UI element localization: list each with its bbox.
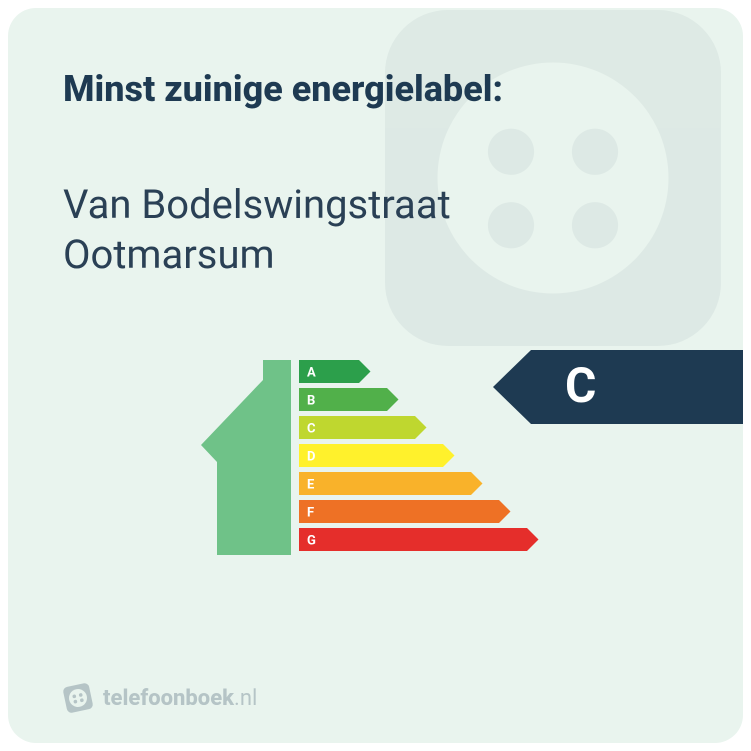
energy-chart: ABCDEFG C	[63, 350, 688, 600]
footer-brand: telefoonboek.nl	[63, 683, 257, 713]
energy-bar-g	[299, 528, 539, 551]
energy-label-card: Minst zuinige energielabel: Van Bodelswi…	[8, 8, 743, 743]
energy-bar-label-a: A	[307, 366, 316, 381]
rating-letter: C	[565, 357, 596, 414]
energy-bar-c	[299, 416, 427, 439]
footer-text: telefoonboek.nl	[103, 686, 257, 711]
energy-bar-label-c: C	[307, 422, 316, 437]
card-subtitle: Van Bodelswingstraat Ootmarsum	[63, 180, 688, 280]
rating-badge: C	[493, 350, 743, 428]
house-icon	[201, 360, 291, 555]
footer-brand-light: .nl	[234, 686, 257, 711]
footer-brand-bold: telefoonboek	[103, 686, 234, 711]
energy-bar-label-e: E	[307, 478, 315, 493]
card-title: Minst zuinige energielabel:	[63, 68, 688, 110]
energy-bar-label-f: F	[307, 506, 314, 521]
energy-bar-label-b: B	[307, 394, 315, 409]
energy-bar-label-g: G	[307, 534, 316, 549]
energy-bar-f	[299, 500, 511, 523]
energy-bar-label-d: D	[307, 450, 315, 465]
energy-bar-d	[299, 444, 455, 467]
phonebook-icon	[60, 680, 96, 716]
subtitle-line1: Van Bodelswingstraat	[63, 181, 451, 228]
subtitle-line2: Ootmarsum	[63, 231, 275, 278]
energy-bar-e	[299, 472, 483, 495]
